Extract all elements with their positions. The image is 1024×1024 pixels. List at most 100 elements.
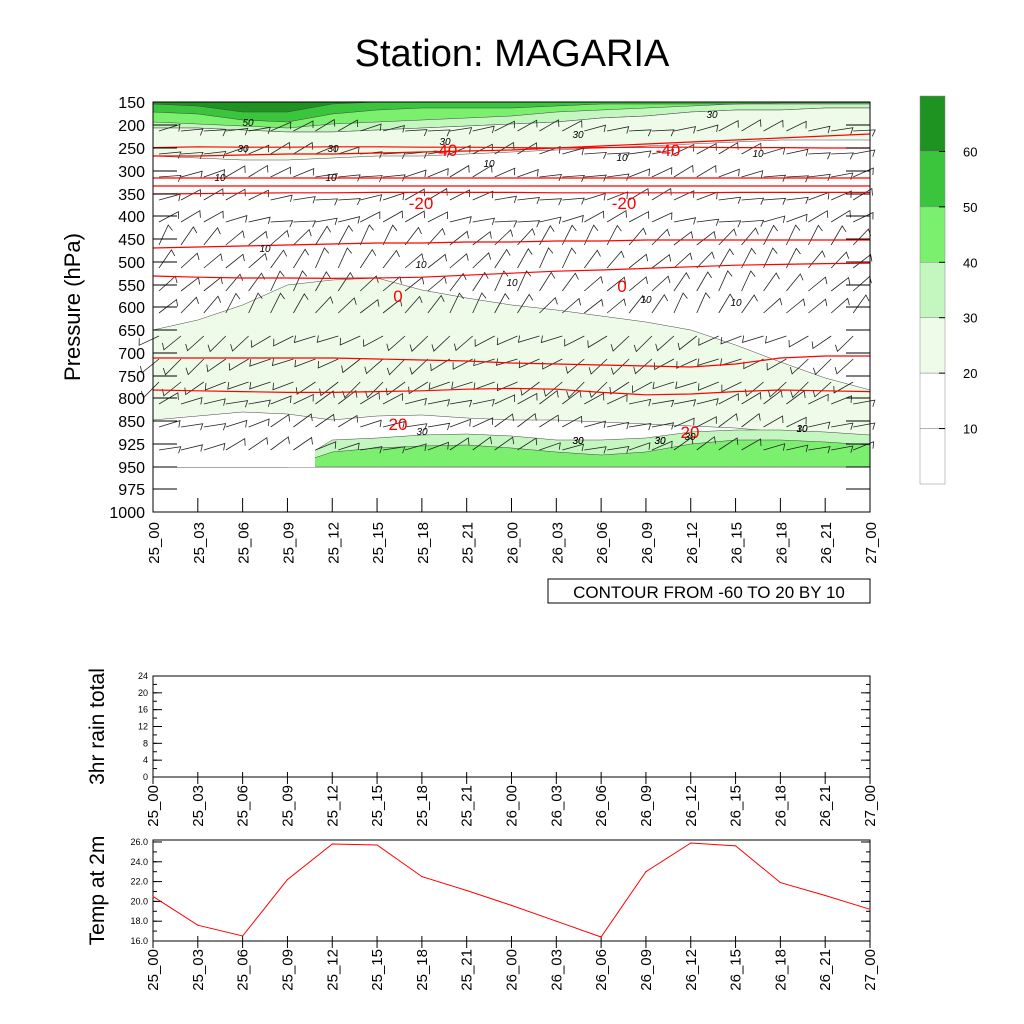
- wind-barb: [539, 216, 562, 224]
- wind-barb: [539, 414, 560, 428]
- wind-barb: [517, 293, 534, 314]
- wind-barb: [696, 416, 717, 428]
- wind-barb: [852, 187, 873, 201]
- wind-barb: [808, 298, 828, 314]
- wind-barb: [584, 210, 605, 223]
- wind-barb: [383, 446, 406, 454]
- wind-barb: [249, 381, 271, 390]
- wind-barb: [632, 381, 653, 394]
- y-tick-label: 16: [138, 705, 148, 715]
- wind-barb: [721, 381, 742, 393]
- wind-barb: [743, 358, 764, 370]
- wind-barb: [607, 152, 630, 160]
- wind-barb: [248, 272, 266, 292]
- wind-barb: [853, 422, 876, 430]
- wind-barb: [696, 124, 719, 132]
- isotach-label: 30: [796, 424, 808, 435]
- temperature-panel-frame: [152, 839, 871, 942]
- wind-barb: [180, 210, 201, 223]
- wind-barb: [763, 272, 780, 292]
- wind-barb: [652, 381, 675, 390]
- wind-barb: [539, 389, 559, 405]
- wind-barb: [741, 270, 756, 292]
- wind-barb: [338, 442, 360, 451]
- y-tick-label: 200: [118, 118, 145, 135]
- wind-barb: [383, 174, 406, 182]
- wind-barb: [651, 294, 669, 314]
- wind-barb: [225, 215, 248, 223]
- wind-barb: [249, 358, 271, 367]
- wind-barb: [203, 129, 227, 137]
- wind-barb: [655, 335, 675, 352]
- wind-barb: [270, 121, 292, 132]
- wind-barb: [698, 335, 719, 346]
- y-axis-label: 3hr rain total: [86, 668, 109, 785]
- wind-barb: [517, 335, 540, 343]
- wind-barb: [676, 358, 697, 369]
- wind-barb: [628, 211, 650, 223]
- data-point: [734, 776, 737, 778]
- data-point: [242, 776, 244, 778]
- wind-barb: [673, 164, 694, 178]
- wind-barb: [786, 148, 809, 157]
- data-point: [600, 936, 602, 938]
- x-tick-label: 26_18: [772, 949, 789, 991]
- x-tick-label: 26_09: [638, 785, 655, 827]
- wind-barb: [449, 399, 473, 408]
- wind-barb: [495, 358, 518, 366]
- wind-barb: [454, 335, 473, 352]
- wind-barb: [315, 118, 336, 132]
- wind-barb: [606, 224, 622, 246]
- wind-barb: [449, 418, 471, 428]
- wind-barb: [763, 119, 784, 132]
- wind-barb: [293, 270, 308, 292]
- y-tick-label: 975: [118, 482, 145, 499]
- wind-barb: [494, 220, 518, 228]
- wind-barb: [180, 189, 201, 201]
- wind-barb: [808, 250, 826, 269]
- wind-barb: [584, 275, 603, 292]
- wind-barb: [496, 381, 518, 392]
- wind-barb: [830, 276, 851, 292]
- wind-barb: [763, 197, 787, 205]
- data-point: [824, 776, 826, 778]
- wind-barb: [248, 418, 270, 428]
- wind-barb: [449, 292, 465, 314]
- data-point: [779, 881, 781, 884]
- wind-barb: [786, 213, 808, 223]
- wind-barb: [606, 250, 625, 269]
- wind-barb: [230, 335, 249, 352]
- wind-barb: [404, 226, 422, 246]
- wind-barb: [319, 381, 339, 397]
- wind-barb: [248, 189, 269, 201]
- wind-barb: [763, 247, 778, 269]
- wind-barb: [405, 129, 428, 137]
- wind-barb: [315, 144, 337, 155]
- wind-barb: [696, 230, 716, 246]
- wind-barb: [180, 252, 200, 269]
- isotach-label: 30: [327, 144, 339, 155]
- data-point: [376, 844, 378, 846]
- wind-barb: [158, 211, 179, 223]
- wind-barb: [206, 358, 227, 373]
- wind-barb: [588, 381, 608, 399]
- x-tick-label: 25_00: [145, 785, 162, 827]
- wind-barb: [673, 272, 691, 292]
- wind-barb: [338, 389, 358, 405]
- wind-barb: [427, 150, 451, 158]
- wind-barb: [741, 119, 762, 132]
- wind-barb: [697, 358, 719, 366]
- x-tick-label: 25_09: [280, 522, 297, 564]
- y-tick-label: 550: [118, 278, 145, 295]
- rain-panel-frame: [152, 675, 871, 778]
- wind-barb: [607, 173, 630, 181]
- wind-barb: [494, 413, 514, 428]
- temperature-contour-label: -40: [656, 141, 681, 160]
- wind-barb: [673, 252, 693, 269]
- temperature-contour-label: 0: [617, 277, 626, 296]
- colorbar-swatch: [919, 262, 946, 318]
- wind-barb: [628, 168, 651, 178]
- data-point: [376, 776, 378, 778]
- wind-barb: [472, 190, 494, 201]
- wind-barb: [363, 335, 384, 348]
